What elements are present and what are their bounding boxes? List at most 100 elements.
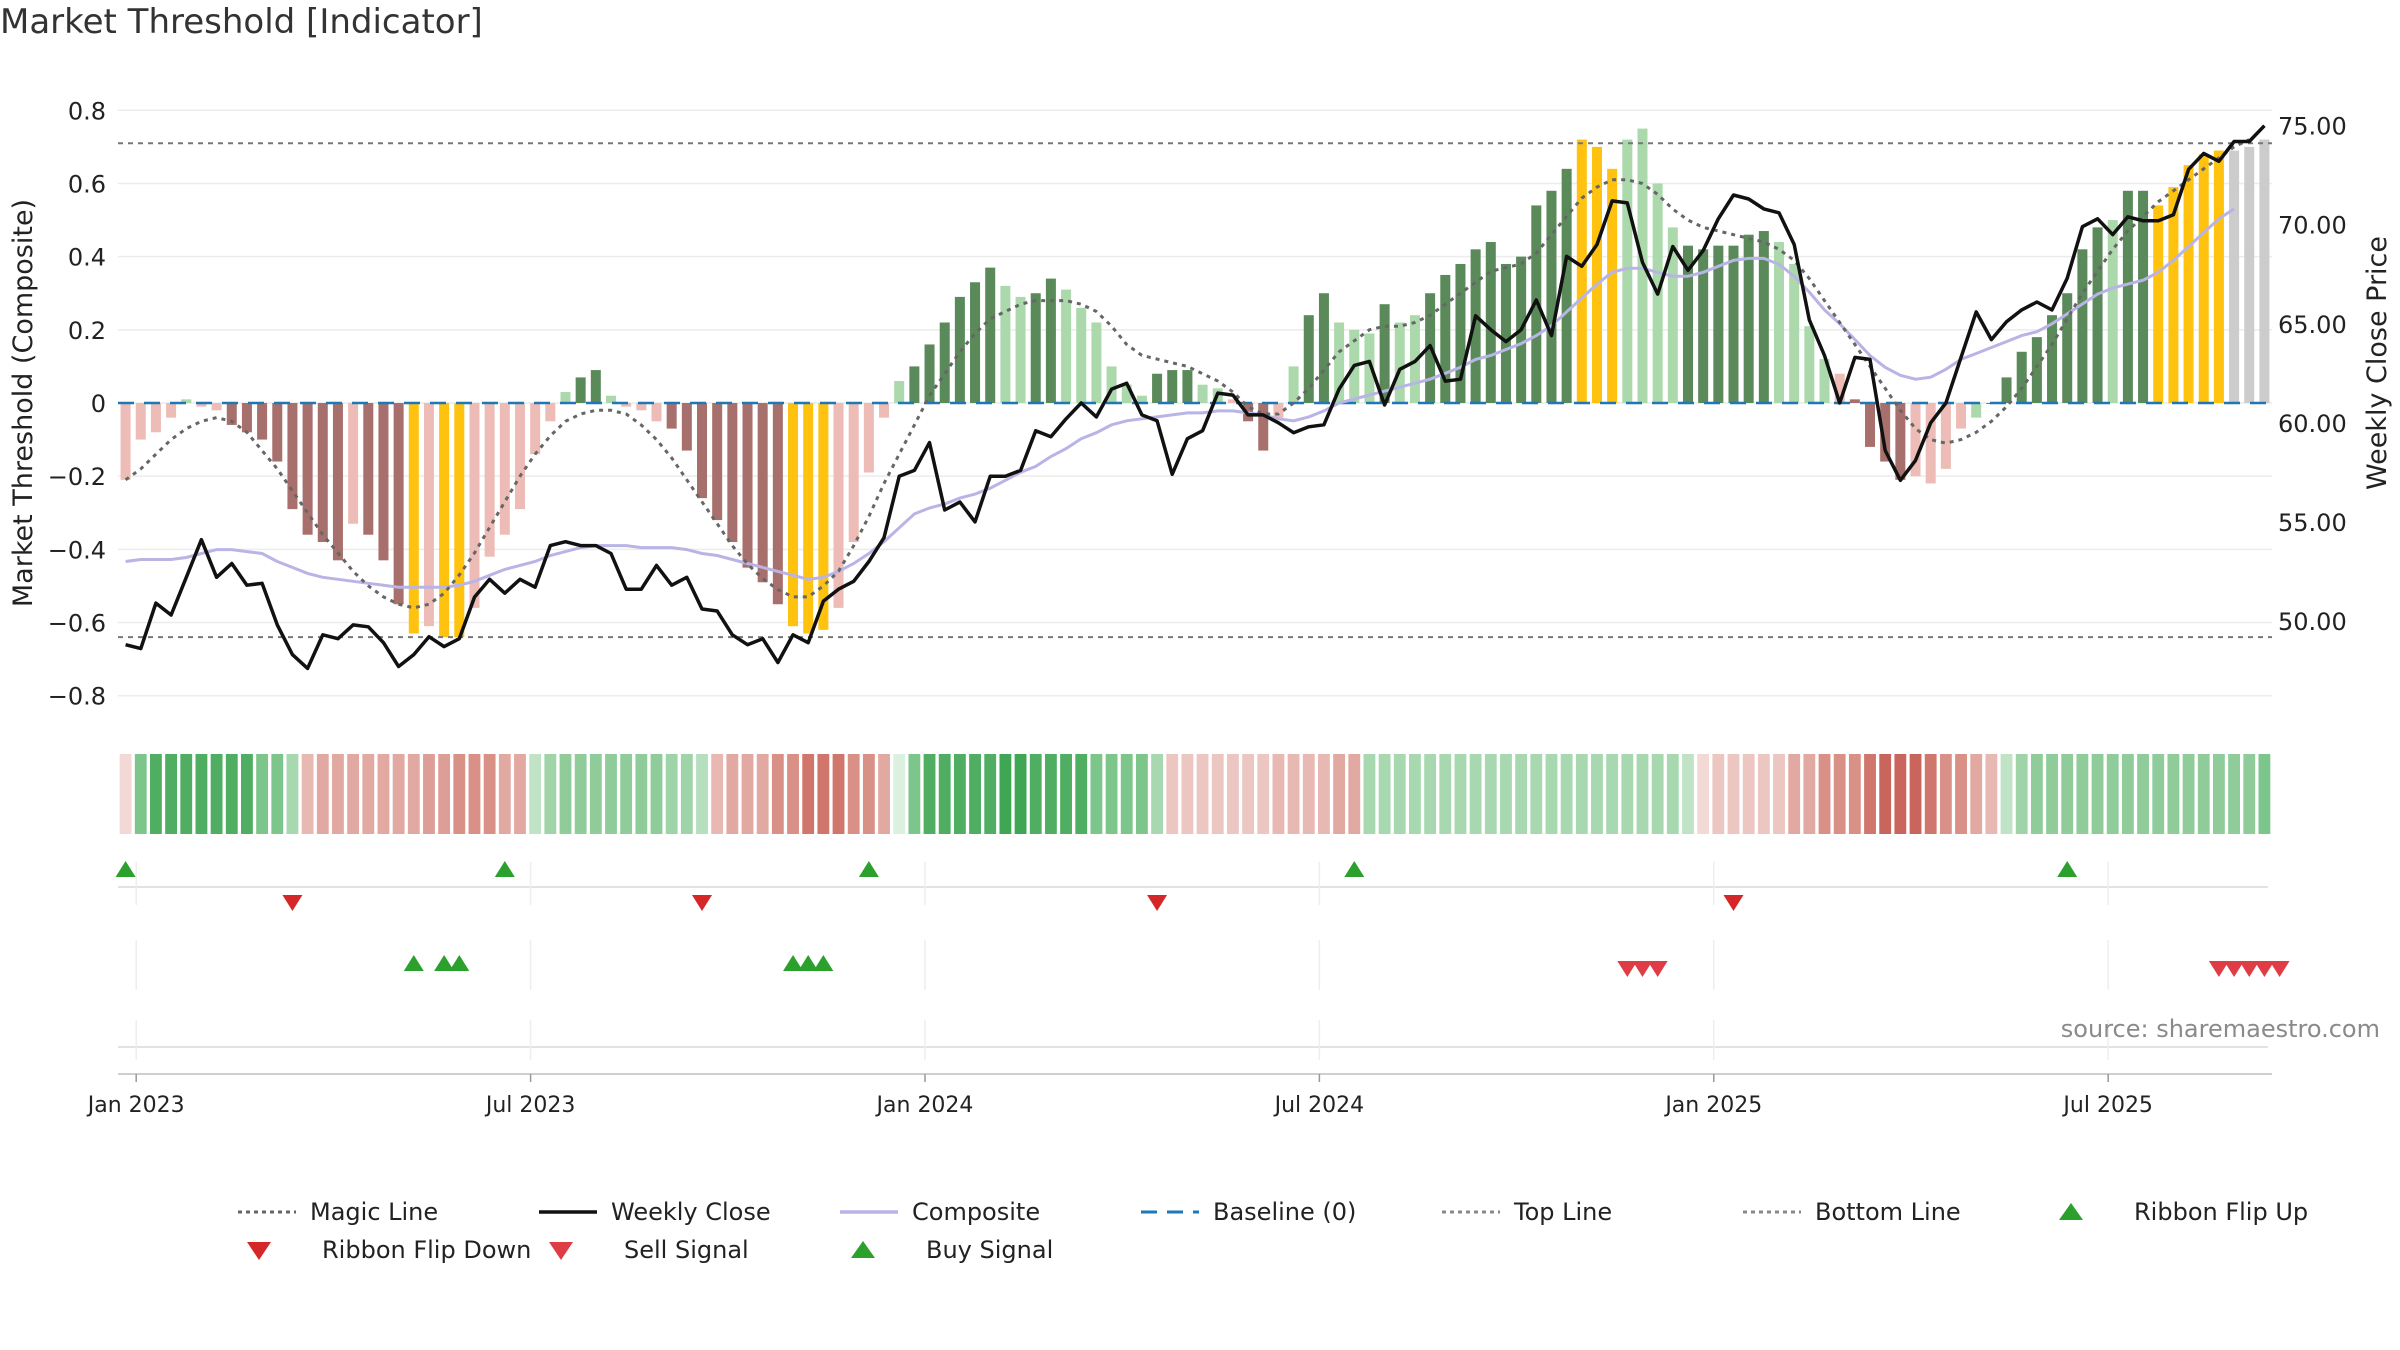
composite-bar <box>818 403 829 630</box>
ribbon-cell <box>1242 754 1255 834</box>
ribbon-cell <box>1651 754 1664 834</box>
composite-bar <box>2259 139 2270 404</box>
ribbon-cell <box>696 754 708 834</box>
composite-bar <box>1561 168 1572 403</box>
composite-bar <box>439 403 450 638</box>
ribbon-cell <box>1985 754 1998 834</box>
x-tick-label: Jul 2024 <box>1273 1093 1365 1118</box>
legend-label: Sell Signal <box>624 1236 749 1264</box>
triangle-up-icon <box>851 1233 914 1267</box>
ribbon-cell <box>711 754 724 834</box>
y-tick-label: 0 <box>91 390 106 418</box>
composite-bar <box>1682 245 1693 403</box>
ribbon-cell <box>1924 754 1937 834</box>
ribbon-cell <box>2228 754 2240 834</box>
ribbon-cell <box>332 754 344 834</box>
chart-legend: Magic Line Weekly Close Composite Baseline … <box>0 1195 2400 1285</box>
composite-bar <box>636 403 647 411</box>
ribbon-cell <box>1803 754 1816 834</box>
composite-bar <box>1364 333 1375 403</box>
composite-bar <box>241 403 252 433</box>
ribbon-cell <box>1757 754 1770 834</box>
composite-bar <box>226 403 237 425</box>
composite-bar <box>1576 139 1587 404</box>
ribbon-cell <box>1044 754 1057 834</box>
ribbon-cell <box>2152 754 2165 834</box>
ribbon-cell <box>1894 754 1907 834</box>
y-axis-title: Market Threshold (Composite) <box>8 199 39 607</box>
composite-bar <box>742 403 753 568</box>
composite-bar <box>2138 190 2149 403</box>
composite-bar <box>257 403 268 440</box>
ribbon-cell <box>1029 754 1042 834</box>
composite-bar <box>2168 187 2179 403</box>
composite-bar <box>712 403 723 521</box>
ribbon-cell <box>1970 754 1983 834</box>
ribbon-cell <box>999 754 1012 834</box>
ribbon-cell <box>1120 754 1133 834</box>
composite-bar <box>378 403 389 561</box>
y-tick-label: −0.6 <box>48 610 106 638</box>
source-note: source: sharemaestro.com <box>2060 1015 2380 1043</box>
ribbon-cell <box>1697 754 1710 834</box>
ribbon-cell <box>1879 754 1892 834</box>
composite-bar <box>2229 150 2240 403</box>
ribbon-cell <box>1575 754 1588 834</box>
composite-bar <box>590 370 601 403</box>
legend-item: Composite <box>838 1195 1040 1229</box>
composite-bar <box>1607 168 1618 403</box>
composite-bar <box>939 322 950 403</box>
composite-bar <box>1167 370 1178 403</box>
ribbon-cell <box>1636 754 1649 834</box>
composite-bar <box>302 403 313 535</box>
ribbon-cell <box>847 754 860 834</box>
composite-bar <box>757 403 768 583</box>
ribbon-cell <box>984 754 997 834</box>
ribbon-flip-down-marker <box>1147 895 1168 911</box>
ribbon-cell <box>802 754 815 834</box>
ribbon-cell <box>271 754 284 834</box>
composite-bar <box>1258 403 1269 451</box>
composite-bar <box>2122 190 2133 403</box>
ribbon-cell <box>1833 754 1846 834</box>
composite-bar <box>772 403 783 605</box>
composite-bar <box>985 267 996 403</box>
ribbon-cell <box>195 754 208 834</box>
composite-bar <box>1834 373 1845 403</box>
sell-signal-marker <box>1617 961 1638 977</box>
legend-label: Ribbon Flip Up <box>2134 1198 2309 1226</box>
composite-bar <box>1091 322 1102 403</box>
ribbon-cell <box>1105 754 1118 834</box>
ribbon-cell <box>1166 754 1179 834</box>
buy-signal-marker <box>813 955 834 971</box>
legend-label: Weekly Close <box>611 1198 771 1226</box>
ribbon-cell <box>1712 754 1725 834</box>
composite-bar <box>1227 399 1238 403</box>
ribbon-cell <box>1773 754 1785 834</box>
buy-signal-marker <box>434 955 455 971</box>
legend-item: Buy Signal <box>851 1233 1053 1267</box>
composite-bar <box>863 403 874 473</box>
composite-bar <box>1895 403 1906 480</box>
ribbon-cell <box>1090 754 1103 834</box>
ribbon-cell <box>938 754 951 834</box>
composite-bar <box>1106 366 1117 403</box>
ribbon-cell <box>665 754 678 834</box>
ribbon-cell <box>1469 754 1482 834</box>
ribbon-cell <box>1742 754 1755 834</box>
composite-bar <box>1303 315 1314 403</box>
ribbon-cell <box>1287 754 1300 834</box>
composite-bar <box>1743 234 1754 403</box>
ribbon-cell <box>2046 754 2058 834</box>
ribbon-cell <box>407 754 420 834</box>
composite-bar <box>1971 403 1982 418</box>
ribbon-cell <box>1318 754 1330 834</box>
composite-bar <box>621 403 632 407</box>
ribbon-cell <box>1484 754 1497 834</box>
y-tick-label: 0.6 <box>68 170 106 198</box>
composite-bar <box>514 403 525 510</box>
ribbon-cell <box>893 754 906 834</box>
y2-tick-label: 75.00 <box>2278 113 2347 141</box>
triangle-down-icon <box>549 1233 612 1267</box>
composite-bar <box>1804 326 1815 403</box>
